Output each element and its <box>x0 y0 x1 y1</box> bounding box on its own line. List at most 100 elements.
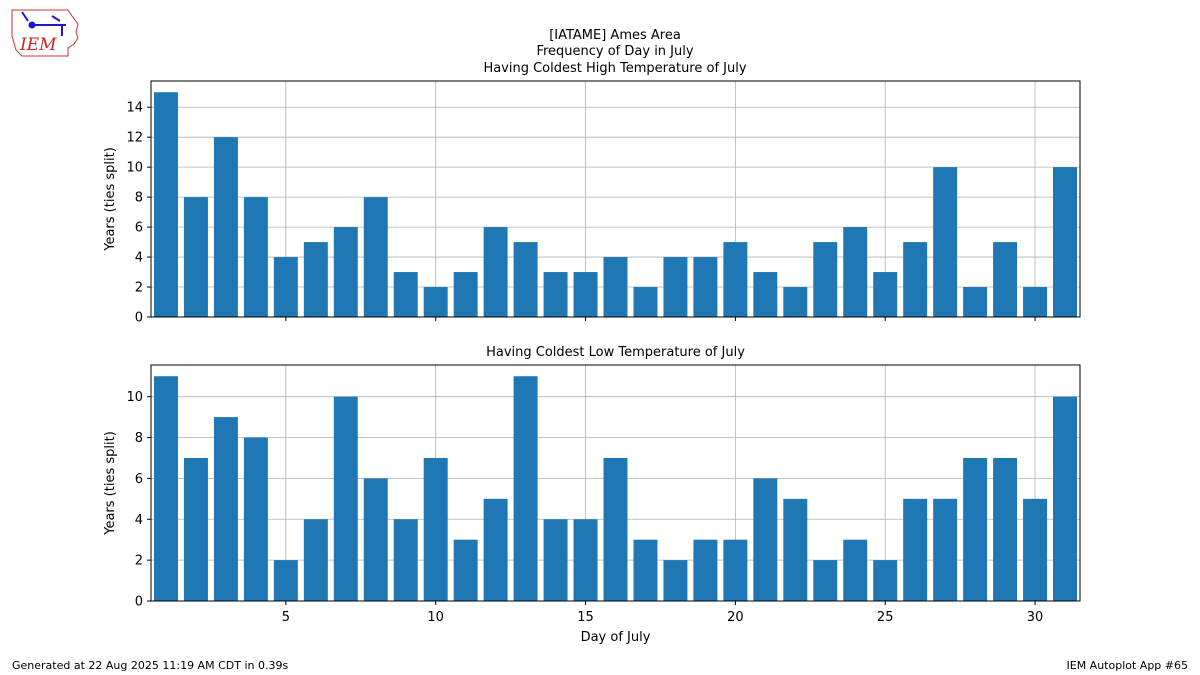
y-tick-label: 10 <box>126 390 143 405</box>
bar-day-12 <box>483 498 508 601</box>
bar-day-20 <box>723 539 748 601</box>
subplot-title: Having Coldest Low Temperature of July <box>486 345 745 360</box>
bar-day-2 <box>183 197 208 317</box>
bar-day-9 <box>393 519 418 601</box>
bar-day-27 <box>933 498 958 601</box>
bar-day-5 <box>273 257 298 317</box>
y-tick-label: 2 <box>135 281 143 296</box>
bar-day-26 <box>903 242 928 317</box>
bar-day-21 <box>753 272 778 317</box>
y-tick-label: 12 <box>126 131 143 146</box>
bar-day-11 <box>453 539 478 601</box>
bar-day-26 <box>903 498 928 601</box>
chart-panel-1: 0 2 4 6 8 10 12 14 Years (ties split) <box>103 80 1081 326</box>
bar-day-6 <box>303 242 328 317</box>
bar-day-30 <box>1023 498 1048 601</box>
bar-day-25 <box>873 560 898 601</box>
bar-day-2 <box>183 457 208 601</box>
bar-day-16 <box>603 257 628 317</box>
weather-station-icon <box>21 11 66 36</box>
iowa-outline-icon <box>11 9 79 57</box>
bar-day-6 <box>303 519 328 601</box>
bar-day-27 <box>933 167 958 317</box>
bar-day-4 <box>243 437 268 601</box>
bar-day-22 <box>783 287 808 317</box>
x-tick-label: 20 <box>727 610 744 625</box>
bar-day-7 <box>333 396 358 601</box>
y-tick-label: 8 <box>135 431 143 446</box>
bar-day-1 <box>153 92 178 317</box>
y-tick-label: 0 <box>135 595 143 610</box>
bar-day-10 <box>423 287 448 317</box>
y-tick-label: 14 <box>126 101 143 116</box>
bar-day-14 <box>543 519 568 601</box>
footer-app-label: IEM Autoplot App #65 <box>1066 659 1189 672</box>
y-tick-label: 2 <box>135 554 143 569</box>
bar-day-4 <box>243 197 268 317</box>
chart-title-line-1: [IATAME] Ames Area <box>549 28 681 43</box>
bar-day-3 <box>213 417 238 601</box>
bar-day-16 <box>603 457 628 601</box>
bar-day-1 <box>153 376 178 601</box>
bar-day-20 <box>723 242 748 317</box>
bar-day-17 <box>633 287 658 317</box>
bar-day-28 <box>963 287 988 317</box>
bar-day-3 <box>213 137 238 317</box>
bar-day-23 <box>813 242 838 317</box>
x-tick-label: 10 <box>427 610 444 625</box>
bar-day-24 <box>843 539 868 601</box>
y-tick-label: 8 <box>135 191 143 206</box>
bar-day-29 <box>993 457 1018 601</box>
y-axis-label: Years (ties split) <box>103 147 118 252</box>
bar-day-10 <box>423 457 448 601</box>
bar-day-17 <box>633 539 658 601</box>
bar-day-12 <box>483 227 508 317</box>
y-tick-label: 6 <box>135 472 143 487</box>
bar-day-15 <box>573 519 598 601</box>
bar-day-21 <box>753 478 778 601</box>
bar-day-8 <box>363 478 388 601</box>
y-tick-label: 4 <box>135 251 143 266</box>
axes-frame <box>150 364 1081 602</box>
bar-day-5 <box>273 560 298 601</box>
y-tick-label: 10 <box>126 161 143 176</box>
footer-generated-text: Generated at 22 Aug 2025 11:19 AM CDT in… <box>12 659 289 672</box>
y-tick-label: 6 <box>135 221 143 236</box>
bar-day-11 <box>453 272 478 317</box>
y-axis-label: Years (ties split) <box>103 431 118 536</box>
iem-logo: IEM <box>11 9 79 57</box>
bar-day-18 <box>663 560 688 601</box>
bar-day-24 <box>843 227 868 317</box>
x-tick-label: 25 <box>877 610 894 625</box>
bar-day-28 <box>963 457 988 601</box>
x-tick-label: 15 <box>577 610 594 625</box>
x-tick-label: 30 <box>1027 610 1044 625</box>
bar-day-13 <box>513 376 538 601</box>
bar-day-31 <box>1053 396 1078 601</box>
bar-day-8 <box>363 197 388 317</box>
bar-day-14 <box>543 272 568 317</box>
bar-day-19 <box>693 539 718 601</box>
bar-day-18 <box>663 257 688 317</box>
bar-day-13 <box>513 242 538 317</box>
bar-day-9 <box>393 272 418 317</box>
bar-day-25 <box>873 272 898 317</box>
bar-day-15 <box>573 272 598 317</box>
axes-frame <box>150 80 1081 318</box>
x-axis-label: Day of July <box>581 630 651 645</box>
y-tick-label: 4 <box>135 513 143 528</box>
bar-day-7 <box>333 227 358 317</box>
bar-day-31 <box>1053 167 1078 317</box>
bar-day-30 <box>1023 287 1048 317</box>
chart-panel-2: 0 2 4 6 8 10 5 10 15 20 25 30 Years (ties split) Day … <box>103 345 1081 645</box>
chart-title-line-2: Frequency of Day in July <box>536 44 694 59</box>
y-tick-label: 0 <box>135 311 143 326</box>
bar-day-19 <box>693 257 718 317</box>
bar-day-23 <box>813 560 838 601</box>
x-tick-label: 5 <box>282 610 290 625</box>
chart-title-line-3: Having Coldest High Temperature of July <box>483 61 747 76</box>
bar-day-22 <box>783 498 808 601</box>
bar-day-29 <box>993 242 1018 317</box>
logo-text: IEM <box>19 35 57 55</box>
